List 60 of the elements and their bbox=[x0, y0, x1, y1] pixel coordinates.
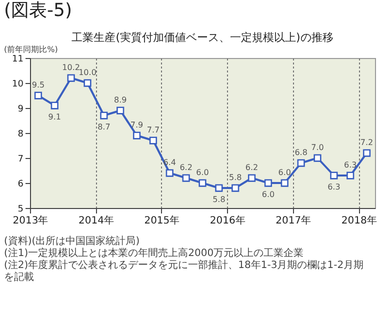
point bbox=[280, 179, 288, 187]
x-tick-label: 2016年 bbox=[210, 214, 246, 226]
x-tick-label: 2017年 bbox=[276, 214, 312, 226]
data-label: 7.9 bbox=[130, 120, 144, 130]
point bbox=[232, 184, 240, 192]
y-tick-label: 6 bbox=[18, 180, 24, 190]
data-label: 6.0 bbox=[196, 168, 209, 177]
data-label: 6.2 bbox=[245, 163, 258, 172]
data-label: 7.0 bbox=[311, 143, 324, 152]
point bbox=[346, 172, 354, 180]
text: (注1)一定規模以上とは本業の年間売上高2000万元以上の工業企業 bbox=[4, 247, 304, 259]
data-label: 8.7 bbox=[98, 122, 110, 132]
point bbox=[215, 184, 223, 192]
point bbox=[297, 159, 305, 167]
data-label: 7.7 bbox=[146, 126, 160, 134]
y-tick-label: 10 bbox=[12, 80, 24, 90]
data-label: 9.1 bbox=[48, 112, 62, 122]
data-label: 9.5 bbox=[32, 80, 45, 90]
text: (注2)年度累計で公表されるデータを元に一部推計、18年1-3月期の欄は1-2月期を記載 bbox=[4, 259, 364, 283]
data-label: 6.0 bbox=[262, 190, 275, 199]
point bbox=[116, 106, 124, 114]
point bbox=[100, 112, 108, 120]
data-label: 10.0 bbox=[78, 68, 96, 77]
data-label: 6.0 bbox=[278, 168, 292, 177]
point bbox=[362, 149, 371, 157]
point bbox=[330, 172, 338, 180]
data-label: 6.3 bbox=[344, 160, 357, 170]
data-label: 6.3 bbox=[328, 182, 340, 192]
y-tick-label: 9 bbox=[18, 104, 24, 114]
data-label: 6.2 bbox=[180, 163, 192, 172]
x-tick-label: 2013年 bbox=[12, 214, 48, 226]
x-tick-label: 2014年 bbox=[78, 214, 114, 226]
y-tick-label: 11 bbox=[12, 54, 24, 64]
point bbox=[248, 174, 256, 182]
point bbox=[34, 92, 42, 100]
data-label: 8.9 bbox=[114, 96, 127, 104]
x-tick-label: 2018年 bbox=[341, 214, 377, 226]
data-label: 10.2 bbox=[62, 63, 80, 72]
point bbox=[314, 154, 322, 162]
y-tick-label: 8 bbox=[18, 130, 24, 140]
point bbox=[182, 174, 190, 182]
point bbox=[198, 179, 206, 187]
chart-subtitle: 工業生産(実質付加価値ベース、一定規模以上)の推移 bbox=[72, 31, 334, 44]
data-label: 5.8 bbox=[228, 173, 242, 182]
data-label: 7.2 bbox=[360, 138, 374, 147]
chart-title: (図表-5) bbox=[4, 0, 72, 21]
point bbox=[149, 136, 158, 144]
y-tick-label: 5 bbox=[18, 204, 24, 214]
point bbox=[132, 132, 141, 140]
y-tick-label: 7 bbox=[18, 154, 24, 164]
point bbox=[264, 179, 272, 187]
point bbox=[166, 169, 174, 177]
text: (資料)(出所は中国国家統計局) bbox=[4, 235, 140, 247]
point bbox=[67, 74, 75, 82]
y-axis-title: (前年同期比%) bbox=[4, 45, 58, 54]
point bbox=[84, 79, 92, 87]
data-label: 5.8 bbox=[212, 195, 226, 204]
data-label: 6.8 bbox=[294, 148, 308, 157]
x-tick-label: 2015年 bbox=[144, 214, 180, 226]
point bbox=[50, 102, 58, 110]
